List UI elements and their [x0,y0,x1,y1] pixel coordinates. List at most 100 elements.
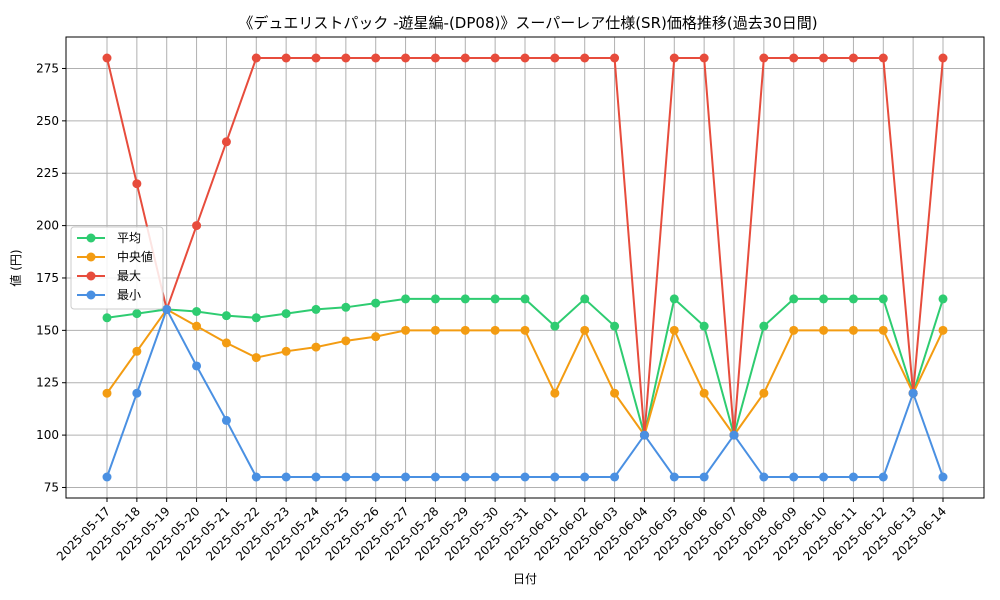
data-point [550,388,560,398]
data-point [669,294,679,304]
data-point [580,325,590,335]
data-point [699,321,709,331]
data-point [192,361,202,371]
data-point [401,53,411,63]
data-point [401,472,411,482]
data-point [580,53,590,63]
y-tick-label: 200 [36,219,59,233]
legend-label: 最大 [117,269,141,283]
data-point [878,294,888,304]
data-point [848,472,858,482]
data-point [938,53,948,63]
data-point [520,325,530,335]
data-point [162,304,172,314]
data-point [938,325,948,335]
data-point [221,338,231,348]
data-point [132,179,142,189]
data-point [729,430,739,440]
data-point [580,472,590,482]
y-tick-label: 100 [36,428,59,442]
data-point [490,53,500,63]
data-point [938,472,948,482]
legend-box [70,226,164,310]
data-point [520,294,530,304]
data-point [430,53,440,63]
data-point [281,472,291,482]
y-tick-label: 175 [36,271,59,285]
data-point [819,325,829,335]
data-point [610,388,620,398]
data-point [848,325,858,335]
data-point [669,325,679,335]
data-point [699,53,709,63]
data-point [460,294,470,304]
data-point [371,298,381,308]
y-axis: 75 100 125 150 175 200 225 250 275 [36,61,66,494]
data-point [341,472,351,482]
data-point [132,388,142,398]
data-point [221,415,231,425]
data-point [281,346,291,356]
data-point [460,325,470,335]
data-point [371,472,381,482]
data-point [819,472,829,482]
data-point [311,472,321,482]
data-point [430,325,440,335]
data-point [520,472,530,482]
data-point [789,294,799,304]
legend-marker [86,252,96,262]
data-point [192,306,202,316]
data-point [580,294,590,304]
y-tick-label: 225 [36,166,59,180]
legend-marker [86,271,96,281]
data-point [878,472,888,482]
data-point [251,472,261,482]
data-point [341,302,351,312]
data-point [281,53,291,63]
data-point [102,472,112,482]
data-point [341,336,351,346]
legend-label: 平均 [117,231,141,245]
data-point [251,353,261,363]
legend-marker [86,233,96,243]
series-group [102,53,948,482]
data-point [848,53,858,63]
data-point [311,304,321,314]
y-tick-label: 75 [44,480,59,494]
series-0 [102,294,948,440]
data-point [878,53,888,63]
data-point [102,388,112,398]
data-point [669,53,679,63]
data-point [550,321,560,331]
data-point [759,388,769,398]
data-point [460,472,470,482]
grid [66,37,984,498]
legend-label: 中央値 [117,249,153,264]
data-point [102,313,112,323]
legend-label: 最小 [117,288,141,302]
data-point [759,472,769,482]
data-point [848,294,858,304]
data-point [789,472,799,482]
data-point [311,53,321,63]
data-point [341,53,351,63]
data-point [311,342,321,352]
data-point [401,294,411,304]
data-point [251,313,261,323]
data-point [699,472,709,482]
data-point [430,294,440,304]
data-point [550,472,560,482]
data-point [490,294,500,304]
data-point [759,53,769,63]
data-point [281,309,291,319]
y-axis-label: 値 (円) [8,249,23,286]
data-point [490,472,500,482]
data-point [789,53,799,63]
data-point [490,325,500,335]
data-point [610,321,620,331]
data-point [221,311,231,321]
data-point [819,53,829,63]
data-point [819,294,829,304]
data-point [908,388,918,398]
